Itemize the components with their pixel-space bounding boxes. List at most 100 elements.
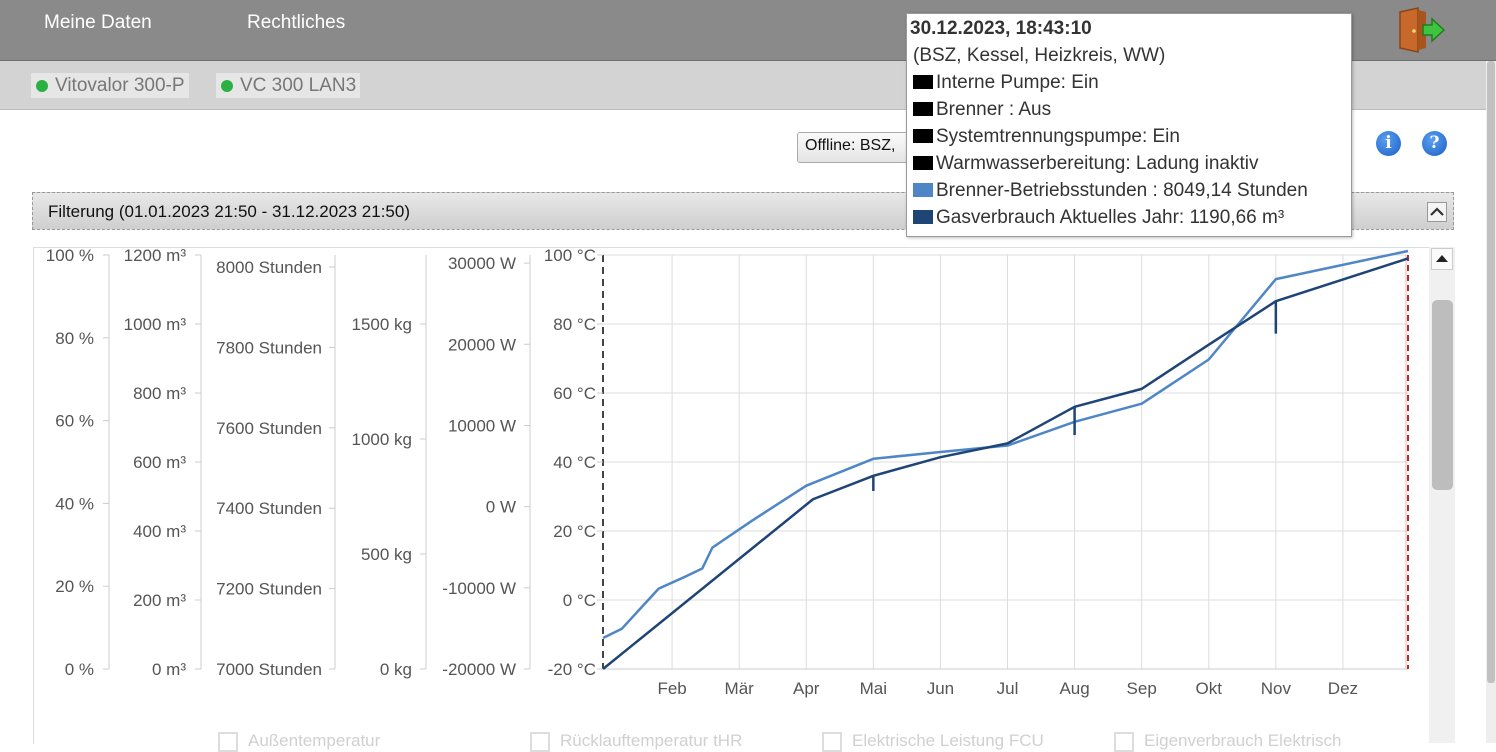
series-swatch [913, 102, 933, 116]
scroll-thumb[interactable] [1432, 300, 1453, 490]
page-scrollbar[interactable] [1486, 61, 1496, 743]
status-dot-icon [36, 80, 48, 92]
checkbox[interactable] [822, 732, 842, 752]
tooltip-row: Warmwasserbereitung: Ladung inaktiv [913, 153, 1258, 175]
filter-label: Filterung (01.01.2023 21:50 - 31.12.2023… [48, 202, 410, 221]
series-swatch [913, 183, 933, 197]
door-exit-arrow-icon[interactable] [1396, 6, 1448, 54]
legend-item[interactable]: Elektrische Leistung FCU [822, 731, 1044, 752]
series-swatch [913, 210, 933, 224]
y-tick-label: 80 % [55, 329, 94, 348]
legend-item[interactable]: Rücklauftemperatur tHR [530, 731, 742, 752]
y-tick-label: 60 °C [553, 384, 596, 403]
y-tick-label: 7800 Stunden [216, 338, 322, 357]
help-icon[interactable]: ? [1422, 131, 1447, 156]
y-tick-label: 40 °C [553, 453, 596, 472]
help-glyph: ? [1429, 133, 1440, 153]
tooltip-row: Brenner-Betriebsstunden : 8049,14 Stunde… [913, 180, 1308, 202]
y-tick-label: 1000 m³ [124, 315, 187, 334]
x-tick-label: Mai [860, 679, 887, 698]
checkbox[interactable] [530, 732, 550, 752]
checkbox[interactable] [1114, 732, 1134, 752]
chart-tooltip: 30.12.2023, 18:43:10 (BSZ, Kessel, Heizk… [906, 13, 1352, 237]
tooltip-row-text: Warmwasserbereitung: Ladung inaktiv [936, 153, 1259, 174]
y-tick-label: 10000 W [448, 416, 516, 435]
collapse-button[interactable] [1427, 202, 1447, 222]
series-line [602, 257, 1409, 670]
x-tick-label: Okt [1196, 679, 1223, 698]
tooltip-row: Brenner : Aus [913, 99, 1051, 121]
chevron-up-icon [1430, 207, 1444, 216]
x-tick-label: Feb [657, 679, 686, 698]
y-tick-label: 80 °C [553, 315, 596, 334]
series-swatch [913, 156, 933, 170]
device-tab-vitovalor[interactable]: Vitovalor 300-P [31, 73, 189, 98]
info-glyph: i [1385, 133, 1392, 153]
nav-meine-daten[interactable]: Meine Daten [44, 12, 152, 33]
y-tick-label: 1000 kg [352, 430, 413, 449]
x-tick-label: Jul [997, 679, 1019, 698]
device-tab-vc300[interactable]: VC 300 LAN3 [216, 73, 361, 98]
y-tick-label: 100 °C [544, 248, 596, 265]
chart-scrollbar[interactable] [1429, 247, 1455, 743]
y-tick-label: 7000 Stunden [216, 660, 322, 679]
y-tick-label: 7200 Stunden [216, 580, 322, 599]
y-tick-label: 200 m³ [133, 591, 186, 610]
y-tick-label: 0 W [486, 498, 516, 517]
y-tick-label: 20 % [55, 577, 94, 596]
x-tick-label: Nov [1261, 679, 1292, 698]
y-tick-label: 0 °C [563, 591, 596, 610]
y-tick-label: 100 % [46, 248, 94, 265]
tooltip-row-text: Gasverbrauch Aktuelles Jahr: 1190,66 m³ [936, 207, 1285, 228]
tooltip-source: (BSZ, Kessel, Heizkreis, WW) [913, 45, 1166, 66]
y-tick-label: 500 kg [361, 545, 412, 564]
offline-source-button[interactable]: Offline: BSZ, [797, 132, 917, 163]
y-tick-label: 60 % [55, 412, 94, 431]
tooltip-row: Gasverbrauch Aktuelles Jahr: 1190,66 m³ [913, 207, 1284, 229]
y-tick-label: 800 m³ [133, 384, 186, 403]
x-tick-label: Mär [725, 679, 755, 698]
x-tick-label: Sep [1127, 679, 1157, 698]
page-scroll-thumb[interactable] [1487, 61, 1495, 683]
y-tick-label: 1500 kg [352, 315, 413, 334]
triangle-up-icon [1436, 255, 1448, 262]
y-tick-label: -20 °C [548, 660, 596, 679]
device-name: Vitovalor 300-P [55, 75, 185, 96]
nav-rechtliches[interactable]: Rechtliches [247, 12, 346, 33]
y-tick-label: 400 m³ [133, 522, 186, 541]
series-line [602, 249, 1409, 640]
y-tick-label: 0 % [65, 660, 94, 679]
x-tick-label: Dez [1328, 679, 1358, 698]
y-tick-label: -20000 W [442, 660, 516, 679]
y-tick-label: 7600 Stunden [216, 419, 322, 438]
legend-label: Elektrische Leistung FCU [852, 731, 1044, 750]
tooltip-row-text: Interne Pumpe: Ein [936, 72, 1099, 93]
legend-item[interactable]: Eigenverbrauch Elektrisch [1114, 731, 1341, 752]
tooltip-row-text: Brenner : Aus [936, 99, 1052, 120]
device-name: VC 300 LAN3 [240, 75, 357, 96]
y-tick-label: 30000 W [448, 254, 516, 273]
series-swatch [913, 75, 933, 89]
tooltip-time: 30.12.2023, 18:43:10 [910, 18, 1092, 39]
legend-label: Rücklauftemperatur tHR [560, 731, 743, 750]
y-tick-label: -10000 W [442, 579, 516, 598]
y-tick-label: 0 kg [380, 660, 412, 679]
tooltip-row-text: Brenner-Betriebsstunden : 8049,14 Stunde… [936, 180, 1308, 201]
chart-area: 0 % 20 % 40 % 60 % 80 % 100 % 0 m³ 200 m³ 400 m³… [33, 246, 1429, 744]
legend-item[interactable]: Außentemperatur [218, 731, 380, 752]
legend-label: Eigenverbrauch Elektrisch [1144, 731, 1342, 750]
checkbox[interactable] [218, 732, 238, 752]
offline-source-label: Offline: BSZ, [805, 137, 896, 154]
tooltip-row: Systemtrennungspumpe: Ein [913, 126, 1180, 148]
scroll-up-button[interactable] [1431, 248, 1453, 270]
y-tick-label: 20 °C [553, 522, 596, 541]
y-tick-label: 40 % [55, 494, 94, 513]
y-tick-label: 0 m³ [152, 660, 186, 679]
tooltip-row: Interne Pumpe: Ein [913, 72, 1099, 94]
y-tick-label: 7400 Stunden [216, 499, 322, 518]
x-tick-label: Jun [927, 679, 954, 698]
status-dot-icon [221, 80, 233, 92]
info-icon[interactable]: i [1376, 131, 1401, 156]
tooltip-row-text: Systemtrennungspumpe: Ein [936, 126, 1180, 147]
y-tick-label: 1200 m³ [124, 248, 187, 265]
